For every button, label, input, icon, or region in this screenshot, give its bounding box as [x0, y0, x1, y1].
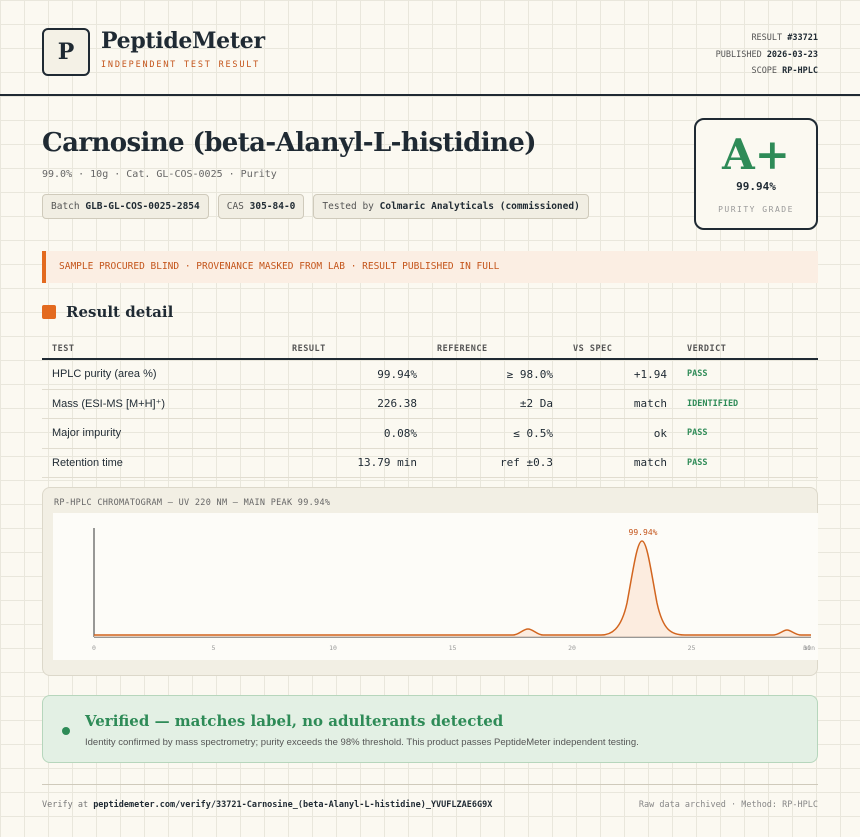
procurement-notice: SAMPLE PROCURED BLIND · PROVENANCE MASKE…	[42, 251, 818, 283]
brand-name: PeptideMeter	[101, 28, 265, 54]
cell-reference: ref ±0.3	[427, 448, 563, 478]
x-axis-unit: min	[803, 644, 815, 652]
cell-test: Major impurity	[42, 418, 282, 449]
tested-by-chip: Tested by Colmaric Analyticals (commissi…	[313, 194, 589, 219]
peak-label: 99.94%	[629, 528, 658, 537]
col-header: REFERENCE	[427, 339, 563, 360]
verification-text: Identity confirmed by mass spectrometry;…	[85, 737, 639, 748]
x-tick-label: 30	[803, 644, 811, 652]
results-table: TEST RESULT REFERENCE VS SPEC VERDICT HP…	[42, 339, 818, 478]
table-row: Retention time 13.79 min ref ±0.3 match …	[42, 448, 818, 478]
batch-chip: Batch GLB-GL-COS-0025-2854	[42, 194, 209, 219]
chromatogram-svg: 99.94% 0 5 10 15 20 25 30 min	[92, 528, 815, 652]
cell-verdict: IDENTIFIED	[677, 389, 818, 419]
cell-test: Mass (ESI-MS [M+H]⁺)	[42, 389, 282, 419]
col-header: VERDICT	[677, 339, 818, 360]
chromatogram-plot-area: 99.94% 0 5 10 15 20 25 30 min	[53, 513, 818, 660]
cell-result: 13.79 min	[282, 448, 427, 478]
section-header: Result detail	[42, 303, 173, 321]
cell-result: 99.94%	[282, 359, 427, 390]
col-header: VS SPEC	[563, 339, 677, 360]
table-row: Major impurity 0.08% ≤ 0.5% ok PASS	[42, 418, 818, 449]
x-tick-label: 10	[329, 644, 337, 652]
col-header: RESULT	[282, 339, 427, 360]
chromatogram-title: RP-HPLC CHROMATOGRAM — UV 220 NM — MAIN …	[54, 498, 331, 508]
footer-divider	[42, 784, 818, 785]
cell-verdict: PASS	[677, 359, 818, 390]
cas-chip: CAS 305-84-0	[217, 194, 305, 219]
report-meta: RESULT #33721 PUBLISHED 2026-03-23 SCOPE…	[716, 30, 818, 80]
table-row: HPLC purity (area %) 99.94% ≥ 98.0% +1.9…	[42, 359, 818, 390]
x-tick-label: 20	[568, 644, 576, 652]
footer-verify: Verify at peptidemeter.com/verify/33721-…	[42, 800, 492, 810]
grade-value: 99.94%	[736, 180, 776, 193]
section-title: Result detail	[66, 303, 174, 321]
cell-vs-spec: ok	[563, 418, 677, 449]
cell-reference: ≥ 98.0%	[427, 359, 563, 390]
x-tick-label: 15	[449, 644, 457, 652]
chromatogram-trace	[94, 540, 811, 636]
section-marker-icon	[42, 305, 56, 319]
logo-icon: P	[42, 28, 90, 76]
meta-result: RESULT #33721	[751, 33, 818, 43]
table-header-row: TEST RESULT REFERENCE VS SPEC VERDICT	[42, 339, 818, 360]
cell-result: 0.08%	[282, 418, 427, 449]
cell-verdict: PASS	[677, 448, 818, 478]
cell-test: HPLC purity (area %)	[42, 359, 282, 390]
x-tick-label: 25	[688, 644, 696, 652]
table-row: Mass (ESI-MS [M+H]⁺) 226.38 ±2 Da match …	[42, 389, 818, 419]
cell-vs-spec: match	[563, 389, 677, 419]
x-tick-label: 0	[92, 644, 96, 652]
meta-scope: SCOPE RP-HPLC	[751, 66, 818, 76]
verification-title: Verified — matches label, no adulterants…	[85, 712, 504, 730]
col-header: TEST	[42, 339, 282, 360]
verified-dot-icon	[62, 727, 70, 735]
product-title: Carnosine (beta-Alanyl-L-histidine)	[42, 128, 537, 158]
header-divider	[0, 94, 860, 96]
chromatogram-panel: RP-HPLC CHROMATOGRAM — UV 220 NM — MAIN …	[42, 487, 818, 676]
grade-label: PURITY GRADE	[718, 205, 794, 214]
verification-banner: Verified — matches label, no adulterants…	[42, 695, 818, 763]
cell-test: Retention time	[42, 448, 282, 478]
grade-letter: A+	[722, 130, 790, 179]
verify-label: Verify at	[42, 800, 89, 810]
cell-vs-spec: match	[563, 448, 677, 478]
cell-reference: ±2 Da	[427, 389, 563, 419]
meta-published: PUBLISHED 2026-03-23	[715, 49, 818, 60]
verify-link[interactable]: peptidemeter.com/verify/33721-Carnosine_…	[93, 800, 493, 810]
cell-vs-spec: +1.94	[563, 359, 677, 390]
cell-result: 226.38	[282, 389, 427, 419]
footer-method: Raw data archived · Method: RP-HPLC	[638, 800, 818, 810]
purity-grade-card: A+ 99.94% PURITY GRADE	[694, 118, 818, 230]
product-subline: 99.0% · 10g · Cat. GL-COS-0025 · Purity	[42, 169, 277, 180]
cell-verdict: PASS	[677, 418, 818, 449]
brand-tagline: INDEPENDENT TEST RESULT	[101, 60, 261, 70]
cell-reference: ≤ 0.5%	[427, 418, 563, 449]
product-chips: Batch GLB-GL-COS-0025-2854 CAS 305-84-0 …	[42, 194, 589, 219]
chromatogram-area	[94, 541, 811, 637]
x-tick-label: 5	[212, 644, 216, 652]
